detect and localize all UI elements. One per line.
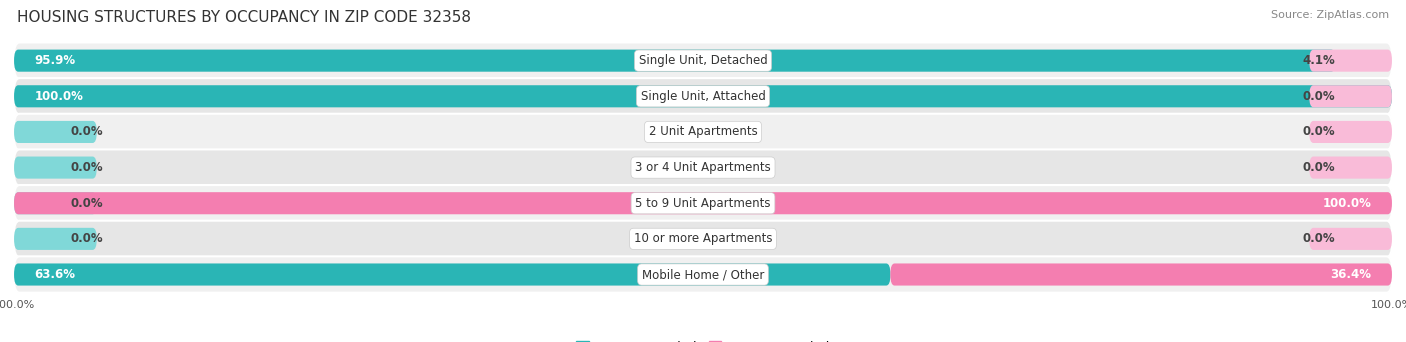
FancyBboxPatch shape: [14, 263, 890, 286]
Text: HOUSING STRUCTURES BY OCCUPANCY IN ZIP CODE 32358: HOUSING STRUCTURES BY OCCUPANCY IN ZIP C…: [17, 10, 471, 25]
Text: 3 or 4 Unit Apartments: 3 or 4 Unit Apartments: [636, 161, 770, 174]
FancyBboxPatch shape: [14, 42, 1392, 79]
FancyBboxPatch shape: [1309, 50, 1392, 72]
FancyBboxPatch shape: [14, 256, 1392, 293]
FancyBboxPatch shape: [14, 50, 1336, 72]
Text: 0.0%: 0.0%: [70, 126, 104, 139]
FancyBboxPatch shape: [1309, 85, 1392, 107]
Text: 100.0%: 100.0%: [1323, 197, 1371, 210]
Text: 2 Unit Apartments: 2 Unit Apartments: [648, 126, 758, 139]
Text: 0.0%: 0.0%: [1302, 90, 1336, 103]
Text: 0.0%: 0.0%: [70, 161, 104, 174]
Text: Single Unit, Detached: Single Unit, Detached: [638, 54, 768, 67]
Text: 4.1%: 4.1%: [1302, 54, 1336, 67]
Text: 0.0%: 0.0%: [70, 232, 104, 245]
Text: 5 to 9 Unit Apartments: 5 to 9 Unit Apartments: [636, 197, 770, 210]
FancyBboxPatch shape: [14, 221, 1392, 257]
FancyBboxPatch shape: [14, 185, 1392, 221]
Text: 0.0%: 0.0%: [70, 197, 104, 210]
FancyBboxPatch shape: [1309, 157, 1392, 179]
FancyBboxPatch shape: [1309, 121, 1392, 143]
FancyBboxPatch shape: [14, 114, 1392, 150]
Text: 95.9%: 95.9%: [35, 54, 76, 67]
Text: 0.0%: 0.0%: [1302, 126, 1336, 139]
Text: 0.0%: 0.0%: [1302, 161, 1336, 174]
Text: 100.0%: 100.0%: [35, 90, 83, 103]
Text: 36.4%: 36.4%: [1330, 268, 1371, 281]
Text: 0.0%: 0.0%: [1302, 232, 1336, 245]
Legend: Owner-occupied, Renter-occupied: Owner-occupied, Renter-occupied: [571, 336, 835, 342]
FancyBboxPatch shape: [14, 78, 1392, 115]
Text: Mobile Home / Other: Mobile Home / Other: [641, 268, 765, 281]
Text: Source: ZipAtlas.com: Source: ZipAtlas.com: [1271, 10, 1389, 20]
FancyBboxPatch shape: [14, 228, 97, 250]
Text: 10 or more Apartments: 10 or more Apartments: [634, 232, 772, 245]
FancyBboxPatch shape: [890, 263, 1392, 286]
FancyBboxPatch shape: [14, 192, 1392, 214]
FancyBboxPatch shape: [14, 121, 97, 143]
FancyBboxPatch shape: [14, 149, 1392, 186]
FancyBboxPatch shape: [14, 157, 97, 179]
FancyBboxPatch shape: [1309, 228, 1392, 250]
FancyBboxPatch shape: [14, 85, 1392, 107]
Text: 63.6%: 63.6%: [35, 268, 76, 281]
FancyBboxPatch shape: [14, 192, 97, 214]
Text: Single Unit, Attached: Single Unit, Attached: [641, 90, 765, 103]
